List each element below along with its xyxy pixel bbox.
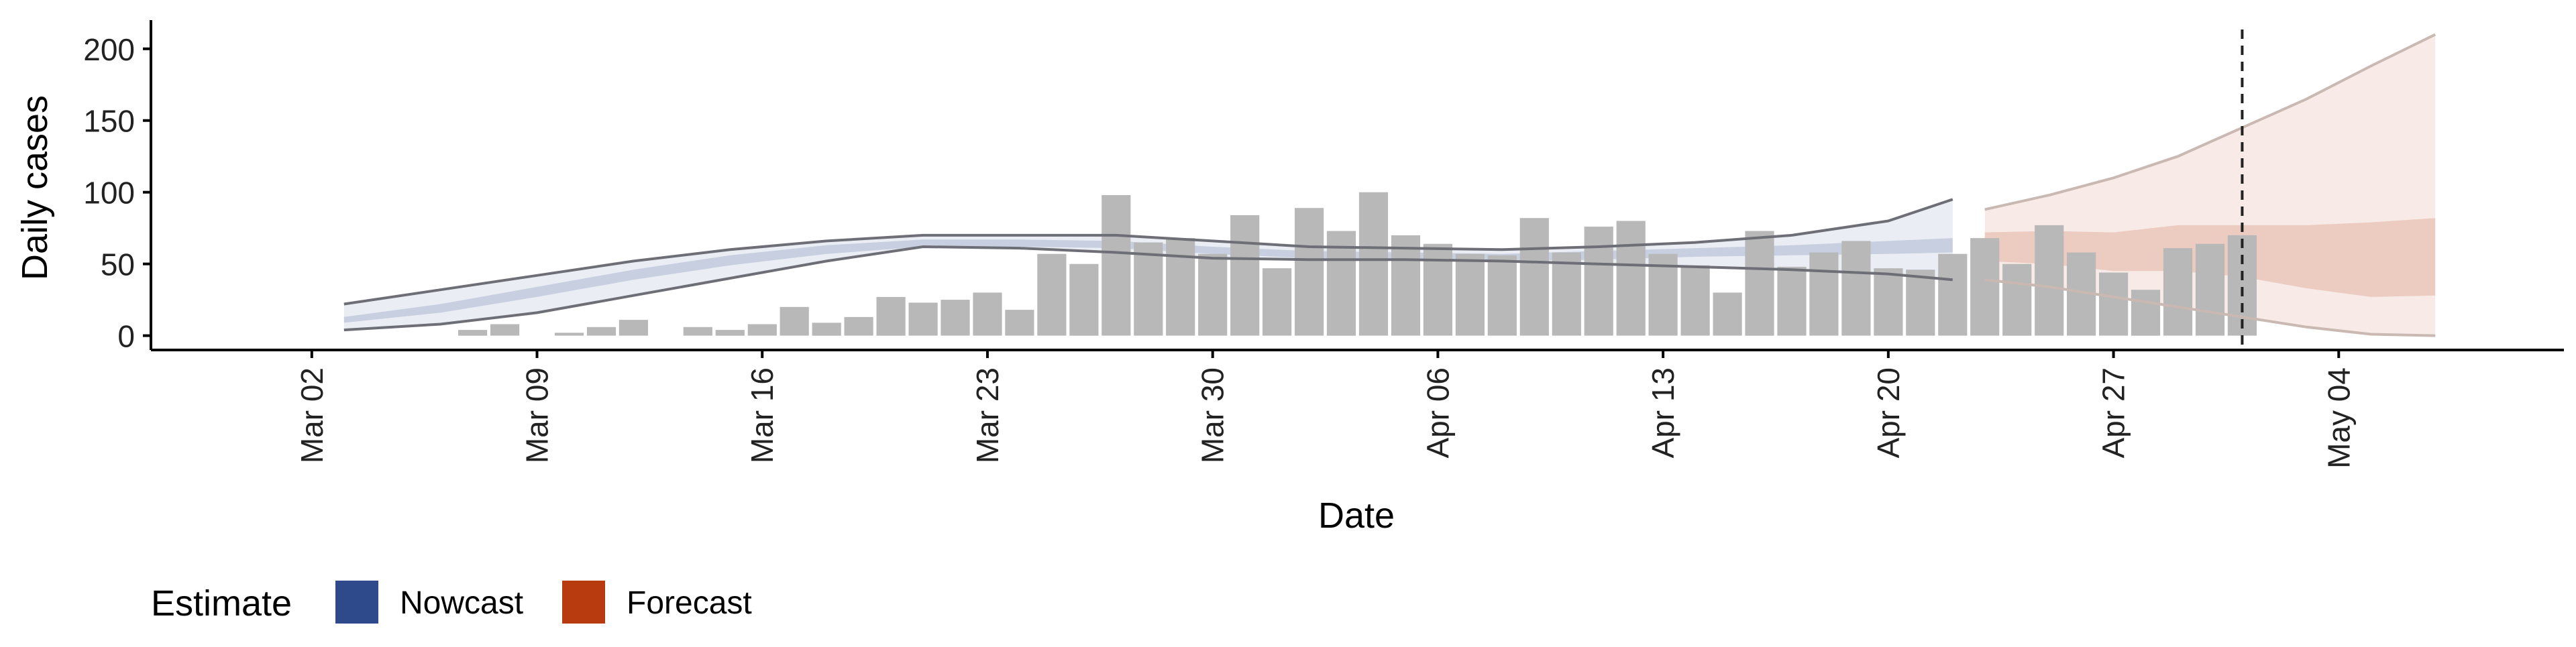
case-bar	[1809, 252, 1839, 336]
case-bar	[1069, 263, 1099, 336]
x-tick-label: Mar 09	[520, 367, 555, 463]
case-bar	[1777, 266, 1807, 336]
case-bar	[812, 322, 841, 336]
case-bar	[780, 306, 809, 336]
case-bar	[1166, 238, 1195, 336]
case-bar	[619, 320, 648, 336]
case-bar	[1005, 310, 1034, 336]
y-tick-label: 200	[83, 32, 135, 67]
case-bar	[2131, 290, 2161, 336]
case-bar	[1358, 192, 1389, 336]
legend-title: Estimate	[151, 583, 292, 624]
x-tick-label: Mar 02	[294, 367, 329, 463]
forecast-upper-line	[1984, 33, 2436, 211]
case-bar	[490, 324, 520, 336]
case-bar	[2002, 263, 2032, 336]
case-bar	[1745, 231, 1774, 336]
x-tick-label: Apr 13	[1646, 367, 1680, 459]
y-tick-label: 100	[83, 176, 135, 211]
case-bar	[1970, 238, 2000, 336]
x-tick-label: Apr 27	[2096, 367, 2131, 459]
case-bar	[1134, 242, 1163, 336]
case-bar	[2035, 225, 2064, 336]
case-bar	[1230, 215, 1260, 336]
case-bar	[941, 300, 970, 336]
case-bar	[973, 292, 1002, 336]
case-bar	[1841, 241, 1871, 336]
y-tick-label: 150	[83, 104, 135, 139]
y-tick-label: 0	[117, 319, 135, 354]
case-bar	[1455, 253, 1485, 336]
case-bar	[1938, 253, 1968, 336]
x-tick-label: Mar 23	[970, 367, 1005, 463]
case-bar	[1391, 235, 1421, 336]
legend-swatch-nowcast	[335, 581, 378, 624]
case-bar	[2163, 248, 2193, 336]
case-bar	[1423, 243, 1452, 336]
x-tick-label: Apr 06	[1420, 367, 1455, 459]
case-bar	[554, 333, 584, 336]
x-tick-label: Apr 20	[1871, 367, 1906, 459]
case-bar	[2195, 243, 2225, 336]
y-tick-label: 50	[101, 247, 135, 282]
legend-label-forecast: Forecast	[627, 585, 752, 621]
case-bar	[1874, 268, 1903, 336]
x-axis-ticks: Mar 02 Mar 09 Mar 16 Mar 23 Mar 30 Apr 06 Apr …	[294, 350, 2356, 469]
case-bar	[1487, 255, 1517, 336]
case-bar	[1198, 253, 1228, 336]
case-bar	[1519, 218, 1549, 336]
x-axis-title: Date	[1318, 495, 1395, 536]
case-bar	[2099, 272, 2129, 336]
forecast-lower-line	[1984, 278, 2436, 337]
case-bar	[586, 327, 616, 336]
case-bar	[1263, 268, 1292, 336]
legend: Estimate Nowcast Forecast	[151, 581, 752, 624]
y-axis-title: Daily cases	[15, 95, 55, 280]
case-bar	[1295, 208, 1324, 336]
case-bar	[1552, 252, 1581, 336]
case-bar	[715, 330, 745, 336]
nowcast-upper-line	[343, 198, 1953, 306]
x-tick-label: Mar 16	[745, 367, 780, 463]
case-bar	[1648, 253, 1678, 336]
case-bar	[1680, 265, 1710, 336]
case-bar	[1037, 253, 1067, 336]
case-bar	[1584, 227, 1613, 336]
case-bar	[1906, 270, 1935, 336]
forecast-outer-band	[1984, 34, 2436, 336]
case-bar	[876, 296, 906, 336]
x-tick-label: Mar 30	[1195, 367, 1230, 463]
case-bar	[1102, 195, 1131, 336]
x-tick-label: May 04	[2321, 367, 2356, 469]
case-bar	[683, 327, 712, 336]
plot-area	[343, 30, 2436, 350]
case-bar	[747, 324, 777, 336]
nowcast-lower-line	[343, 245, 1953, 332]
case-bar	[1713, 292, 1742, 336]
case-bar	[1616, 221, 1646, 336]
legend-swatch-forecast	[562, 581, 605, 624]
y-axis-ticks: 0 50 100 150 200	[83, 32, 151, 354]
case-bar	[458, 330, 488, 336]
legend-label-nowcast: Nowcast	[400, 585, 523, 621]
case-bar	[844, 316, 873, 336]
case-bar	[908, 302, 938, 336]
nowcast-inner-band	[343, 238, 1953, 323]
